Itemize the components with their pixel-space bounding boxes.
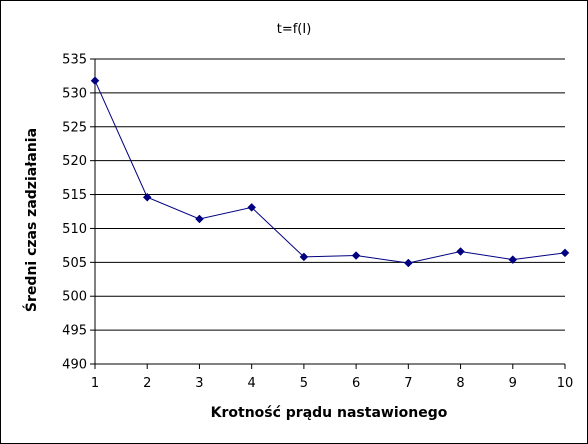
y-tick-label: 500: [62, 290, 87, 305]
y-tick-label: 525: [62, 120, 87, 135]
y-tick-label: 515: [62, 188, 87, 203]
x-tick-label: 5: [300, 376, 308, 391]
grid-lines: [95, 58, 565, 365]
data-point: [247, 203, 257, 212]
x-tick-label: 1: [91, 376, 99, 391]
data-point: [142, 192, 152, 202]
series-line: [94, 80, 566, 264]
data-point: [195, 214, 204, 224]
x-tick-label: 4: [248, 376, 256, 391]
y-tick-label: 535: [62, 53, 87, 68]
axes: [90, 58, 566, 369]
y-axis-title: Średni czas zadziałania: [22, 128, 40, 312]
x-tick-label: 8: [456, 376, 464, 391]
y-tick-label: 530: [62, 86, 87, 101]
x-tick-label: 7: [404, 376, 412, 391]
x-tick-label: 6: [352, 376, 360, 391]
data-point: [403, 258, 413, 268]
x-tick-label: 10: [557, 376, 574, 391]
y-tick-label: 490: [62, 358, 87, 373]
data-point: [351, 251, 361, 260]
y-tick-label: 520: [62, 154, 87, 169]
chart-title: t=f(I): [277, 22, 312, 37]
series: [90, 76, 570, 268]
y-tick-labels: 490 495 500 505 510 515 520 525 530 535: [62, 53, 87, 373]
y-tick-label: 510: [62, 222, 87, 237]
x-tick-labels: 1 2 3 4 5 6 7 8 9 10: [91, 376, 573, 391]
x-axis-title: Krotność prądu nastawionego: [211, 405, 448, 421]
x-tick-label: 2: [143, 376, 151, 391]
y-tick-label: 505: [62, 256, 87, 271]
data-point: [508, 255, 518, 264]
x-tick-label: 3: [195, 376, 203, 391]
x-tick-label: 9: [509, 376, 517, 391]
data-point: [560, 248, 570, 258]
y-tick-label: 495: [62, 324, 87, 339]
data-point: [299, 252, 309, 262]
data-point: [456, 247, 465, 256]
data-point: [90, 76, 100, 86]
